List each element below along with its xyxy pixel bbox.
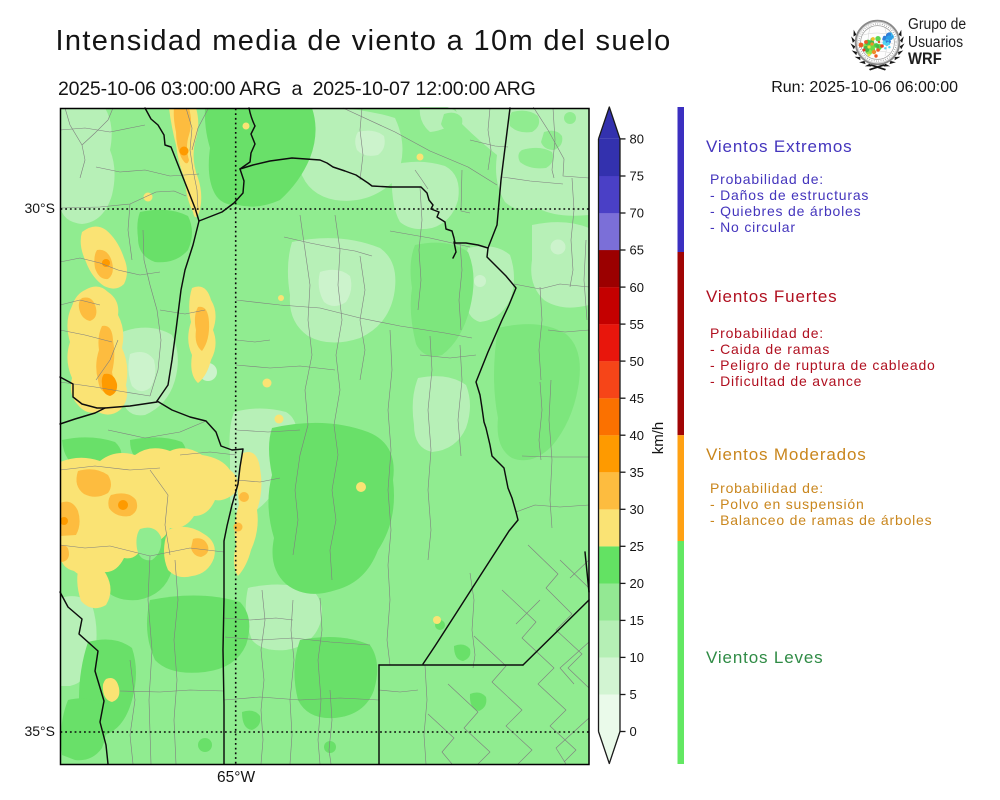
svg-text:45: 45 (630, 391, 644, 406)
svg-text:40: 40 (630, 428, 644, 443)
svg-text:70: 70 (630, 206, 644, 221)
svg-text:km/h: km/h (650, 422, 667, 455)
svg-text:10: 10 (630, 650, 644, 665)
svg-text:60: 60 (630, 280, 644, 295)
svg-text:25: 25 (630, 539, 644, 554)
svg-text:30: 30 (630, 502, 644, 517)
svg-text:65: 65 (630, 243, 644, 258)
svg-text:35: 35 (630, 465, 644, 480)
svg-text:80: 80 (630, 132, 644, 147)
svg-text:55: 55 (630, 317, 644, 332)
svg-text:15: 15 (630, 613, 644, 628)
svg-text:0: 0 (630, 724, 637, 739)
svg-text:75: 75 (630, 169, 644, 184)
svg-text:20: 20 (630, 576, 644, 591)
svg-text:50: 50 (630, 354, 644, 369)
svg-text:5: 5 (630, 687, 637, 702)
